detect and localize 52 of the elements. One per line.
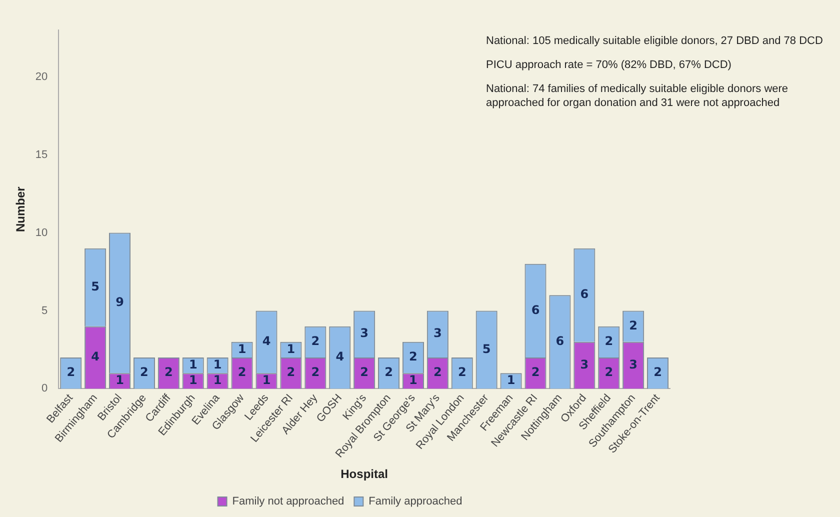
data-label: 1 xyxy=(238,342,246,356)
data-label: 5 xyxy=(91,279,100,294)
data-label: 2 xyxy=(458,365,466,380)
data-label: 1 xyxy=(116,373,124,388)
y-tick-label: 10 xyxy=(35,226,48,239)
data-label: 2 xyxy=(604,365,614,380)
y-tick-label: 0 xyxy=(42,382,48,395)
data-label: 2 xyxy=(140,365,148,380)
data-label: 2 xyxy=(629,318,638,332)
data-label: 4 xyxy=(336,350,344,364)
data-label: 5 xyxy=(482,342,491,356)
data-label: 2 xyxy=(654,365,662,380)
data-label: 3 xyxy=(360,326,368,340)
data-label: 1 xyxy=(506,373,516,388)
data-label: 1 xyxy=(409,373,418,388)
y-axis-title: Number xyxy=(14,186,28,232)
data-label: 1 xyxy=(188,357,198,372)
data-label: 6 xyxy=(556,334,564,348)
data-label: 2 xyxy=(311,365,320,380)
data-label: 1 xyxy=(286,342,296,356)
data-label: 2 xyxy=(531,365,540,380)
data-label: 1 xyxy=(188,373,198,388)
x-axis-title: Hospital xyxy=(340,467,388,482)
annotation: National: 105 medically suitable eligible donors, 27 DBD and 78 DCD xyxy=(486,34,824,48)
data-label: 2 xyxy=(434,365,442,380)
data-label: 6 xyxy=(580,287,589,302)
data-label: 2 xyxy=(384,365,393,380)
y-tick-label: 5 xyxy=(42,304,48,317)
data-label: 1 xyxy=(213,357,222,372)
data-label: 3 xyxy=(580,357,589,372)
data-label: 2 xyxy=(164,365,173,380)
data-label: 3 xyxy=(629,357,638,372)
data-label: 1 xyxy=(262,373,271,388)
legend-label: Family not approached xyxy=(232,496,344,508)
data-label: 3 xyxy=(434,326,442,340)
legend-label: Family approached xyxy=(368,496,462,508)
data-label: 2 xyxy=(311,334,320,348)
data-label: 6 xyxy=(531,302,540,317)
y-tick-label: 20 xyxy=(35,70,48,83)
data-label: 4 xyxy=(262,334,271,348)
data-label: 4 xyxy=(91,350,100,364)
data-label: 9 xyxy=(116,295,124,310)
y-tick-label: 15 xyxy=(35,148,48,161)
annotation: PICU approach rate = 70% (82% DBD, 67% DCD) xyxy=(486,58,732,72)
data-label: 2 xyxy=(286,365,296,380)
data-label: 2 xyxy=(238,365,246,380)
data-label: 2 xyxy=(604,334,614,348)
data-label: 2 xyxy=(409,350,418,364)
annotation: National: 74 families of medically suitable eligible donors were approached for organ donation and 31 were not approached xyxy=(486,82,790,110)
data-label: 2 xyxy=(360,365,368,380)
data-label: 1 xyxy=(213,373,222,388)
data-label: 2 xyxy=(66,365,76,380)
